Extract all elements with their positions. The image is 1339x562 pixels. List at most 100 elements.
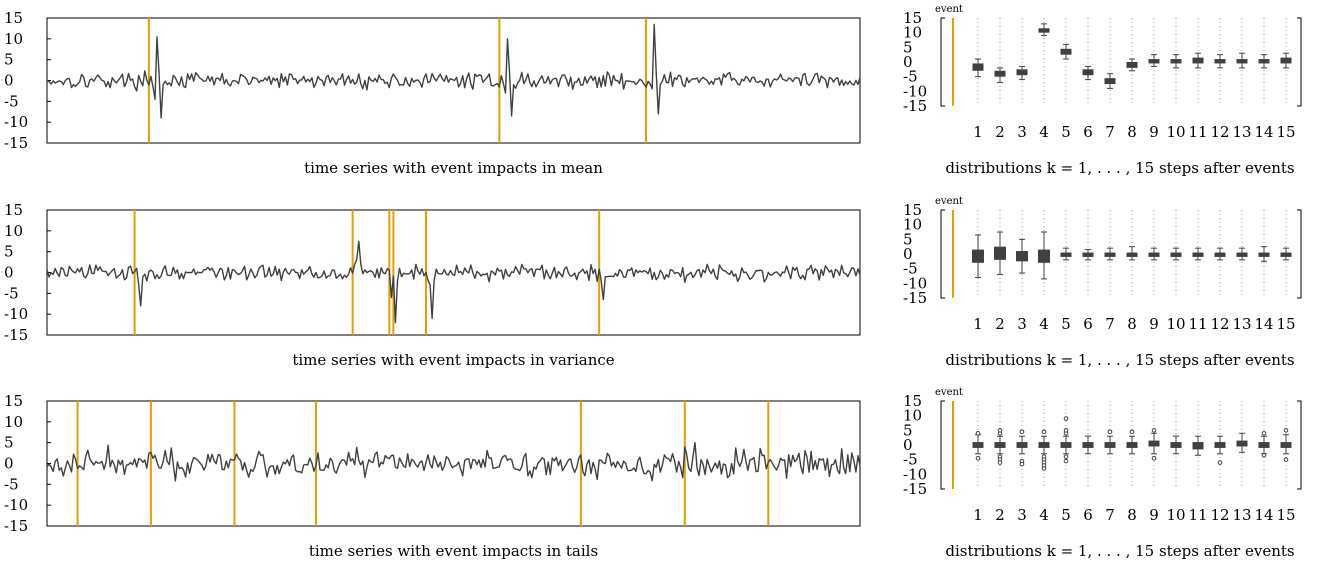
box xyxy=(1214,59,1226,64)
y-tick-label: 15 xyxy=(903,392,922,410)
x-tick-label: 10 xyxy=(1166,506,1185,524)
y-tick-label: 5 xyxy=(4,434,14,452)
x-tick-label: 10 xyxy=(1166,315,1185,333)
outlier xyxy=(1019,429,1025,435)
outlier xyxy=(1041,429,1047,435)
box xyxy=(972,63,984,71)
x-tick-label: 2 xyxy=(995,123,1005,141)
y-tick-label: 10 xyxy=(4,30,23,48)
x-tick-label: 6 xyxy=(1083,506,1093,524)
outlier xyxy=(975,430,981,436)
y-tick-label: -15 xyxy=(903,480,927,498)
outlier xyxy=(975,455,981,461)
x-tick-label: 13 xyxy=(1232,506,1251,524)
panel-caption: distributions k = 1, . . . , 15 steps af… xyxy=(945,542,1294,560)
left-axis xyxy=(940,209,945,299)
box xyxy=(1214,442,1226,448)
x-tick-label: 1 xyxy=(973,123,983,141)
x-tick-label: 7 xyxy=(1105,315,1115,333)
y-tick-label: -5 xyxy=(4,284,19,302)
y-tick-label: -10 xyxy=(4,113,28,131)
outlier xyxy=(1217,460,1223,465)
x-tick-label: 12 xyxy=(1210,315,1229,333)
y-tick-label: 15 xyxy=(4,9,23,27)
outlier xyxy=(1063,416,1069,421)
panel-caption: distributions k = 1, . . . , 15 steps af… xyxy=(945,159,1294,177)
y-tick-label: 15 xyxy=(4,392,23,410)
time-series-panel-2: 15 10 5 0 -5 -10 -15 time series with event imp… xyxy=(4,201,861,369)
event-label: event xyxy=(935,4,963,15)
y-tick-label: 0 xyxy=(4,455,14,473)
x-tick-label: 9 xyxy=(1149,506,1159,524)
outlier xyxy=(1063,458,1069,464)
y-tick-label: 15 xyxy=(4,201,23,219)
y-tick-label: 0 xyxy=(4,72,14,90)
x-tick-label: 14 xyxy=(1254,506,1273,524)
x-tick-label: 4 xyxy=(1039,123,1049,141)
box xyxy=(1280,252,1292,257)
box xyxy=(1104,78,1116,84)
x-tick-label: 15 xyxy=(1276,123,1295,141)
panel-caption: time series with event impacts in mean xyxy=(304,159,603,177)
outlier xyxy=(1107,429,1113,435)
y-tick-label: 5 xyxy=(4,243,14,261)
outlier xyxy=(1063,428,1069,433)
box xyxy=(1082,252,1094,257)
x-tick-label: 10 xyxy=(1166,123,1185,141)
box xyxy=(1148,252,1160,257)
x-tick-label: 8 xyxy=(1127,506,1137,524)
box xyxy=(1170,252,1182,257)
panel-caption: time series with event impacts in varian… xyxy=(292,351,614,369)
box xyxy=(1236,440,1248,447)
outlier xyxy=(1283,428,1289,433)
x-tick-label: 12 xyxy=(1210,506,1229,524)
y-tick-label: -15 xyxy=(4,517,28,535)
box xyxy=(972,442,984,448)
y-tick-label: -5 xyxy=(4,475,19,493)
y-tick-label: -10 xyxy=(903,82,927,100)
box xyxy=(994,70,1006,77)
box xyxy=(1258,442,1270,448)
box xyxy=(994,246,1006,260)
y-tick-label: 5 xyxy=(4,51,14,69)
box xyxy=(1082,442,1094,448)
y-tick-label: -15 xyxy=(4,326,28,344)
x-tick-label: 3 xyxy=(1017,123,1027,141)
outlier xyxy=(1151,455,1157,461)
y-tick-label: 0 xyxy=(4,264,14,282)
y-tick-label: -5 xyxy=(4,92,19,110)
y-tick-label: -10 xyxy=(903,465,927,483)
box xyxy=(1170,59,1182,64)
left-axis xyxy=(940,400,945,490)
outlier xyxy=(997,460,1003,465)
x-tick-label: 13 xyxy=(1232,123,1251,141)
box xyxy=(1060,442,1072,448)
outlier xyxy=(1063,454,1069,460)
x-tick-label: 11 xyxy=(1188,506,1207,524)
time-series-panel-3: 15 10 5 0 -5 -10 -15 time series with event imp… xyxy=(4,392,861,560)
x-tick-label: 8 xyxy=(1127,315,1137,333)
y-tick-label: -15 xyxy=(903,97,927,115)
y-tick-label: -10 xyxy=(4,305,28,323)
y-tick-label: 15 xyxy=(903,9,922,27)
box xyxy=(972,249,984,263)
x-tick-label: 14 xyxy=(1254,123,1273,141)
x-tick-label: 4 xyxy=(1039,506,1049,524)
x-tick-label: 2 xyxy=(995,315,1005,333)
box xyxy=(1016,251,1028,262)
right-axis xyxy=(1297,209,1302,299)
y-tick-label: 15 xyxy=(903,201,922,219)
box xyxy=(1038,249,1050,263)
y-tick-label: 0 xyxy=(903,245,913,263)
series-line xyxy=(46,240,861,324)
y-tick-label: -5 xyxy=(903,451,918,469)
outlier xyxy=(1129,429,1135,435)
box xyxy=(1126,252,1138,257)
box xyxy=(994,442,1006,448)
y-tick-label: -15 xyxy=(903,289,927,307)
x-tick-label: 3 xyxy=(1017,315,1027,333)
